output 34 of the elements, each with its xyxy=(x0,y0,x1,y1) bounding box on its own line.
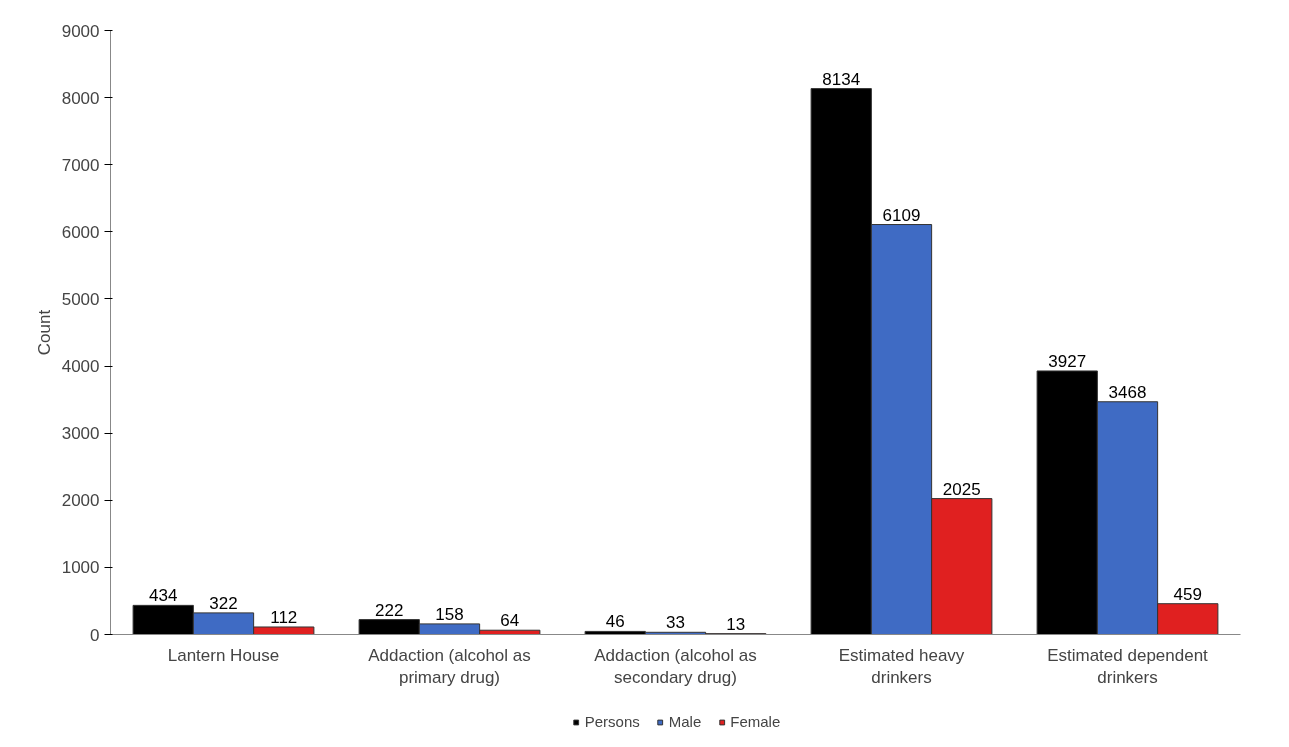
data-label: 222 xyxy=(375,600,404,620)
data-label: 3468 xyxy=(1108,382,1147,402)
data-label: 13 xyxy=(726,614,746,634)
data-label: 434 xyxy=(149,586,178,606)
x-tick-label: Addaction (alcohol as primary drug) xyxy=(368,645,531,688)
y-tick-label: 6000 xyxy=(61,222,100,242)
y-tick-label: 2000 xyxy=(61,491,100,511)
data-label: 112 xyxy=(270,607,298,627)
y-axis-title: Count xyxy=(34,309,54,356)
data-label: 459 xyxy=(1173,584,1202,604)
data-label: 6109 xyxy=(882,205,921,225)
legend-label: Persons xyxy=(584,713,640,730)
data-label: 3927 xyxy=(1048,351,1087,371)
data-label: 322 xyxy=(209,593,238,613)
y-tick-label: 7000 xyxy=(61,155,100,175)
y-tick-label: 8000 xyxy=(61,88,100,108)
legend-label: Male xyxy=(668,713,702,730)
x-tick-label: Addaction (alcohol as secondary drug) xyxy=(594,645,757,688)
data-label: 46 xyxy=(605,612,625,632)
data-label: 2025 xyxy=(942,479,981,499)
y-tick-label: 5000 xyxy=(61,289,100,309)
legend-label: Female xyxy=(730,713,781,730)
data-label: 8134 xyxy=(822,69,861,89)
data-label: 33 xyxy=(666,613,685,633)
y-tick-label: 1000 xyxy=(61,558,100,578)
y-tick-label: 4000 xyxy=(61,357,100,377)
x-tick-label: Lantern House xyxy=(167,645,280,665)
y-tick-label: 9000 xyxy=(61,21,100,41)
data-label: 158 xyxy=(435,604,464,624)
data-label: 64 xyxy=(500,611,520,631)
y-tick-label: 0 xyxy=(90,625,100,645)
x-tick-label: Estimated heavy drinkers xyxy=(838,645,965,688)
y-tick-label: 3000 xyxy=(61,424,100,444)
x-tick-label: Estimated dependent drinkers xyxy=(1047,645,1209,688)
